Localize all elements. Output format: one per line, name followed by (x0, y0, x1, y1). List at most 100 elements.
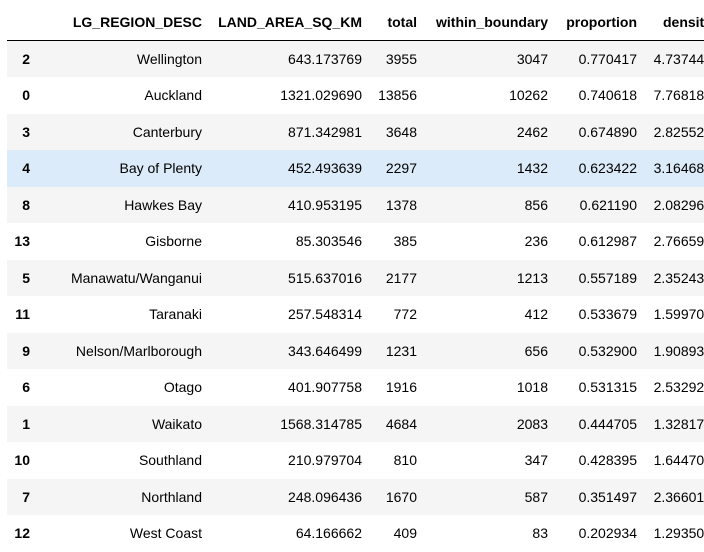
cell-land-area-sq-km: 248.096436 (288, 488, 362, 505)
row-index: 13 (14, 233, 30, 250)
table-row: 3 Canterbury 871.342981 3648 2462 0.674890 2.8… (7, 113, 704, 150)
cell-proportion: 0.674890 (578, 123, 637, 140)
cell-total: 1231 (385, 342, 417, 359)
cell-density: 2.766591 (653, 233, 704, 250)
cell-within-boundary: 412 (524, 306, 548, 323)
cell-land-area-sq-km: 1321.029690 (280, 87, 362, 104)
cell-total: 385 (393, 233, 417, 250)
cell-total: 1378 (385, 196, 417, 213)
cell-proportion: 0.557189 (578, 269, 637, 286)
cell-density: 3.164685 (653, 160, 704, 177)
row-index: 11 (15, 306, 30, 323)
cell-total: 4684 (385, 415, 417, 432)
cell-proportion: 0.428395 (578, 452, 637, 469)
cell-proportion: 0.531315 (578, 379, 637, 396)
cell-total: 810 (393, 452, 417, 469)
cell-within-boundary: 347 (524, 452, 548, 469)
row-index: 12 (14, 525, 30, 542)
row-index: 4 (22, 160, 30, 177)
cell-total: 3648 (385, 123, 417, 140)
cell-within-boundary: 10262 (509, 87, 548, 104)
column-header-within-boundary: within_boundary (417, 3, 548, 41)
cell-lg-region-desc: Northland (141, 488, 202, 505)
cell-land-area-sq-km: 643.173769 (288, 51, 362, 67)
cell-within-boundary: 856 (524, 196, 548, 213)
row-index: 0 (22, 87, 30, 104)
cell-land-area-sq-km: 401.907758 (288, 379, 362, 396)
cell-lg-region-desc: Otago (163, 379, 202, 396)
cell-within-boundary: 2083 (516, 415, 548, 432)
cell-density: 1.908938 (653, 342, 704, 359)
row-index: 3 (22, 123, 30, 140)
dataframe-table: LG_REGION_DESC LAND_AREA_SQ_KM total wit… (7, 3, 704, 552)
table-row: 11 Taranaki 257.548314 772 412 0.533679 1.5997… (7, 296, 704, 333)
cell-proportion: 0.351497 (578, 488, 637, 505)
row-index: 7 (22, 488, 30, 505)
column-header-total: total (362, 3, 417, 41)
cell-total: 1670 (385, 488, 417, 505)
cell-within-boundary: 236 (524, 233, 548, 250)
cell-total: 3955 (385, 51, 417, 67)
cell-within-boundary: 2462 (516, 123, 548, 140)
column-header-density: density (637, 3, 704, 41)
table-row: 9 Nelson/Marlborough 343.646499 1231 656 0.53… (7, 332, 704, 369)
cell-land-area-sq-km: 1568.314785 (280, 415, 362, 432)
cell-proportion: 0.202934 (578, 525, 637, 542)
dataframe-output: LG_REGION_DESC LAND_AREA_SQ_KM total wit… (7, 3, 704, 552)
table-row: 6 Otago 401.907758 1916 1018 0.531315 2.532920 (7, 369, 704, 406)
index-header (7, 3, 30, 41)
table-row: 0 Auckland 1321.029690 13856 10262 0.740618 7.… (7, 77, 704, 114)
cell-land-area-sq-km: 85.303546 (295, 233, 362, 250)
cell-lg-region-desc: Auckland (144, 87, 202, 104)
cell-within-boundary: 1018 (516, 379, 548, 396)
cell-density: 1.328177 (653, 415, 704, 432)
cell-lg-region-desc: Nelson/Marlborough (75, 342, 202, 359)
cell-lg-region-desc: Canterbury (132, 123, 202, 140)
row-index: 8 (22, 196, 30, 213)
cell-lg-region-desc: West Coast (129, 525, 202, 542)
cell-land-area-sq-km: 410.953195 (288, 196, 362, 213)
table-row: 5 Manawatu/Wanganui 515.637016 2177 1213 0.55… (7, 259, 704, 296)
header-row: LG_REGION_DESC LAND_AREA_SQ_KM total wit… (7, 3, 704, 41)
table-row: 12 West Coast 64.166662 409 83 0.202934 1.2935… (7, 515, 704, 552)
cell-proportion: 0.770417 (578, 51, 637, 67)
row-index: 1 (22, 415, 30, 432)
row-index: 9 (22, 342, 30, 359)
cell-total: 1916 (385, 379, 417, 396)
cell-within-boundary: 3047 (516, 51, 548, 67)
column-header-land-area-sq-km: LAND_AREA_SQ_KM (202, 3, 362, 41)
cell-proportion: 0.444705 (578, 415, 637, 432)
column-header-proportion: proportion (548, 3, 637, 41)
table-row: 7 Northland 248.096436 1670 587 0.351497 2.366… (7, 478, 704, 515)
cell-lg-region-desc: Waikato (151, 415, 202, 432)
cell-density: 2.352430 (653, 269, 704, 286)
cell-land-area-sq-km: 64.166662 (295, 525, 362, 542)
cell-density: 2.366015 (653, 488, 704, 505)
table-body: 2 Wellington 643.173769 3955 3047 0.770417 4.7… (7, 40, 704, 552)
table-row: 10 Southland 210.979704 810 347 0.428395 1.644… (7, 442, 704, 479)
row-index: 10 (14, 452, 30, 469)
table-header: LG_REGION_DESC LAND_AREA_SQ_KM total wit… (7, 3, 704, 41)
cell-within-boundary: 1432 (516, 160, 548, 177)
cell-within-boundary: 83 (532, 525, 548, 542)
cell-land-area-sq-km: 871.342981 (288, 123, 362, 140)
cell-proportion: 0.740618 (578, 87, 637, 104)
cell-density: 2.532920 (653, 379, 704, 396)
cell-density: 2.825523 (653, 123, 704, 140)
cell-within-boundary: 587 (524, 488, 548, 505)
cell-lg-region-desc: Wellington (136, 51, 202, 67)
cell-proportion: 0.532900 (578, 342, 637, 359)
cell-total: 13856 (378, 87, 417, 104)
cell-lg-region-desc: Bay of Plenty (119, 160, 203, 177)
cell-total: 772 (393, 306, 417, 323)
table-row: 2 Wellington 643.173769 3955 3047 0.770417 4.7… (7, 40, 704, 77)
row-index: 5 (22, 269, 30, 286)
cell-density: 4.737444 (653, 51, 704, 67)
cell-proportion: 0.612987 (578, 233, 637, 250)
cell-lg-region-desc: Southland (138, 452, 202, 469)
cell-total: 2177 (385, 269, 417, 286)
cell-density: 1.293507 (653, 525, 704, 542)
table-row: 4 Bay of Plenty 452.493639 2297 1432 0.623422… (7, 150, 704, 187)
cell-density: 1.644708 (653, 452, 704, 469)
